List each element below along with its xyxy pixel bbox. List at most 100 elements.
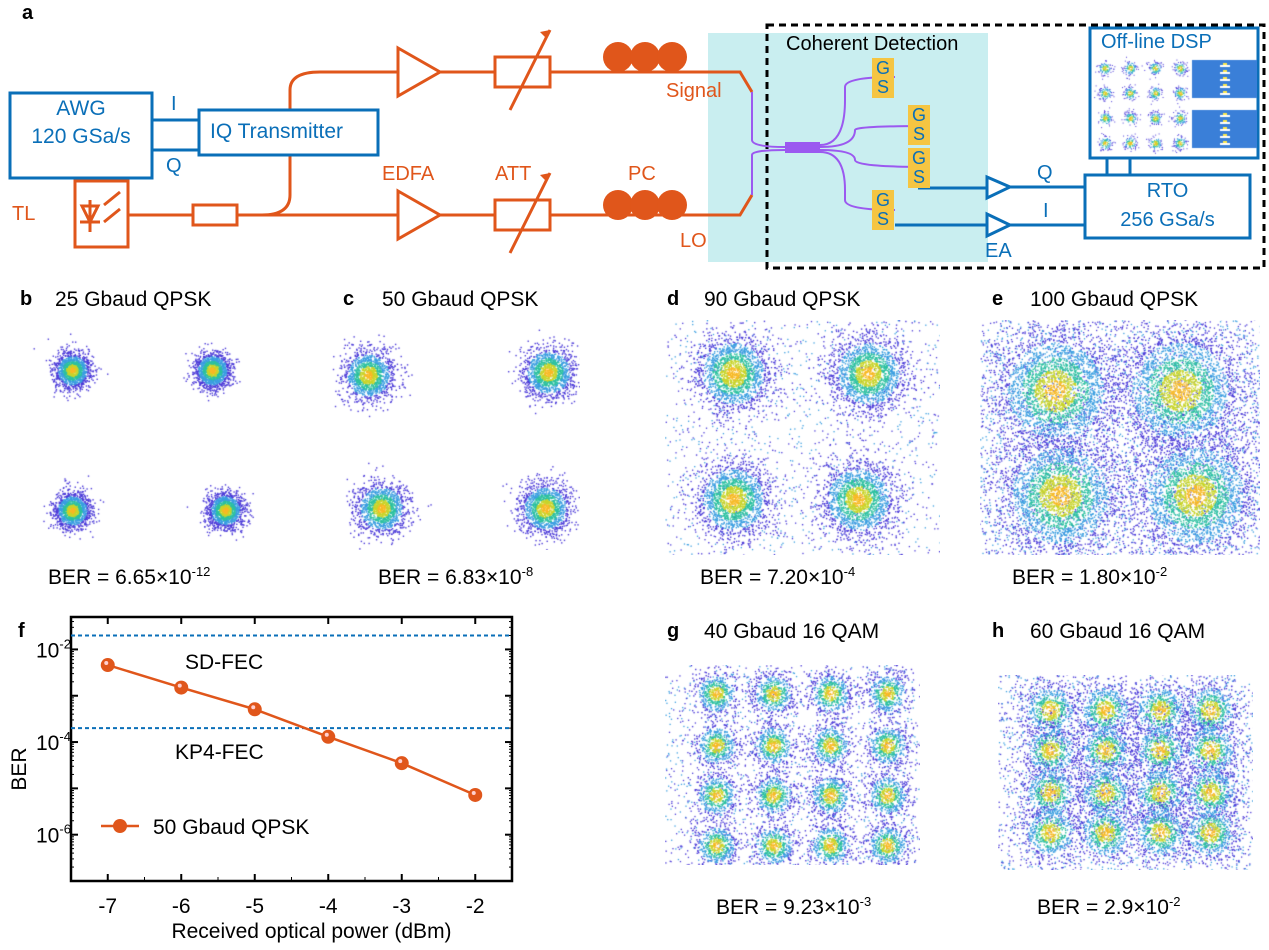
ber-exponent: -3	[859, 894, 872, 909]
panel-label-d: d	[667, 288, 680, 310]
pc-label: PC	[628, 163, 656, 185]
pad-s-label: S	[877, 209, 890, 229]
rto-label: RTO	[1146, 180, 1189, 202]
constellation-diagram	[665, 665, 920, 865]
electrical-boxes	[8, 26, 1260, 240]
data-point	[100, 658, 115, 673]
pad-s-label: S	[913, 124, 926, 144]
ber-exponent: -8	[521, 564, 534, 579]
pad-s-label: S	[913, 167, 926, 187]
awg-rate: 120 GSa/s	[31, 125, 131, 148]
constellation-diagram	[980, 320, 1260, 555]
ber-exponent: -12	[191, 564, 211, 579]
ea-label: EA	[985, 240, 1012, 262]
y-tick-exponent: -6	[59, 822, 71, 837]
pad-g-label: G	[912, 148, 927, 168]
ber-value: BER = 6.83×10-8	[378, 564, 534, 589]
pad-g-label: G	[876, 190, 891, 210]
plot-frame	[69, 615, 514, 883]
ber-exponent: -4	[843, 564, 856, 579]
ber-exponent: -2	[1168, 894, 1181, 909]
panel-label-e: e	[992, 288, 1004, 310]
panel-label-f: f	[18, 620, 25, 642]
panel-label-c: c	[343, 288, 355, 310]
lo-label: LO	[680, 230, 707, 252]
i-label: I	[171, 93, 177, 115]
signal-label: Signal	[666, 80, 722, 102]
x-tick-label: -5	[245, 895, 264, 918]
y-axis-label: BER	[8, 747, 31, 790]
panel-title: 50 Gbaud QPSK	[382, 288, 539, 311]
data-point	[394, 756, 409, 771]
fec-threshold-label: SD-FEC	[185, 651, 263, 674]
y-tick-label: 10-2	[36, 636, 71, 662]
q-label: Q	[166, 155, 182, 177]
coherent-detection-title: Coherent Detection	[786, 33, 959, 55]
data-point-highlight	[251, 705, 256, 710]
dsp-constellation-thumbnail	[1092, 55, 1257, 155]
panel-label-g: g	[667, 620, 680, 642]
ber-value: BER = 6.65×10-12	[48, 564, 211, 589]
ber-value: BER = 7.20×10-4	[700, 564, 856, 589]
panel-label-b: b	[20, 288, 33, 310]
data-point-highlight	[177, 683, 182, 688]
ber-value: BER = 1.80×10-2	[1012, 564, 1168, 589]
waveguides	[751, 76, 931, 211]
data-point-highlight	[324, 732, 329, 737]
optical-hybrid	[785, 142, 820, 153]
y-tick-label: 10-6	[36, 822, 71, 848]
data-point-highlight	[104, 661, 109, 666]
iq-transmitter: IQ Transmitter	[210, 120, 344, 143]
polarization-controller-icons	[603, 42, 687, 220]
data-point	[321, 729, 336, 744]
x-tick-label: -7	[98, 895, 117, 918]
panel-title: 40 Gbaud 16 QAM	[704, 620, 880, 643]
photodiode-pads	[872, 58, 930, 230]
offline-dsp-title: Off-line DSP	[1101, 31, 1212, 53]
edfa-label: EDFA	[382, 163, 435, 185]
panel-title: 60 Gbaud 16 QAM	[1030, 620, 1206, 643]
fec-threshold-label: KP4-FEC	[175, 741, 264, 764]
att-label: ATT	[495, 163, 532, 185]
x-tick-label: -3	[392, 895, 411, 918]
legend-label: 50 Gbaud QPSK	[153, 816, 309, 839]
panel-label-a: a	[22, 2, 34, 24]
optical-paths	[73, 29, 754, 254]
constellation-diagram	[665, 320, 940, 555]
x-axis-label: Received optical power (dBm)	[171, 920, 451, 943]
awg-box: AWG 120 GSa/s	[10, 95, 152, 151]
y-tick-exponent: -2	[59, 636, 71, 651]
panel-title: 25 Gbaud QPSK	[55, 288, 212, 311]
x-tick-label: -6	[172, 895, 191, 918]
data-point-highlight	[471, 790, 476, 795]
panel-title: 100 Gbaud QPSK	[1030, 288, 1199, 311]
legend-marker	[113, 819, 127, 833]
panel-title: 90 Gbaud QPSK	[704, 288, 861, 311]
data-point	[247, 702, 262, 717]
tunable-laser-label: TL	[12, 203, 36, 225]
i-output-label: I	[1043, 200, 1049, 222]
pad-s-label: S	[877, 77, 890, 97]
y-tick-label: 10-4	[36, 729, 71, 755]
ber-value: BER = 2.9×10-2	[1037, 894, 1181, 919]
series-line	[107, 663, 476, 797]
data-point-highlight	[398, 759, 403, 764]
x-tick-label: -2	[466, 895, 485, 918]
panel-label-h: h	[992, 620, 1005, 642]
pad-g-label: G	[912, 105, 927, 125]
q-output-label: Q	[1037, 162, 1053, 184]
x-tick-label: -4	[319, 895, 338, 918]
data-point	[468, 787, 483, 802]
ber-exponent: -2	[1155, 564, 1168, 579]
ber-value: BER = 9.23×10-3	[716, 894, 872, 919]
constellation-diagram	[330, 320, 580, 550]
rto-box: RTO 256 GSa/s	[1085, 177, 1250, 235]
constellation-diagram	[998, 675, 1253, 870]
data-point	[174, 680, 189, 695]
pad-g-label: G	[876, 58, 891, 78]
rto-rate: 256 GSa/s	[1120, 209, 1215, 231]
constellation-diagram	[20, 320, 280, 550]
